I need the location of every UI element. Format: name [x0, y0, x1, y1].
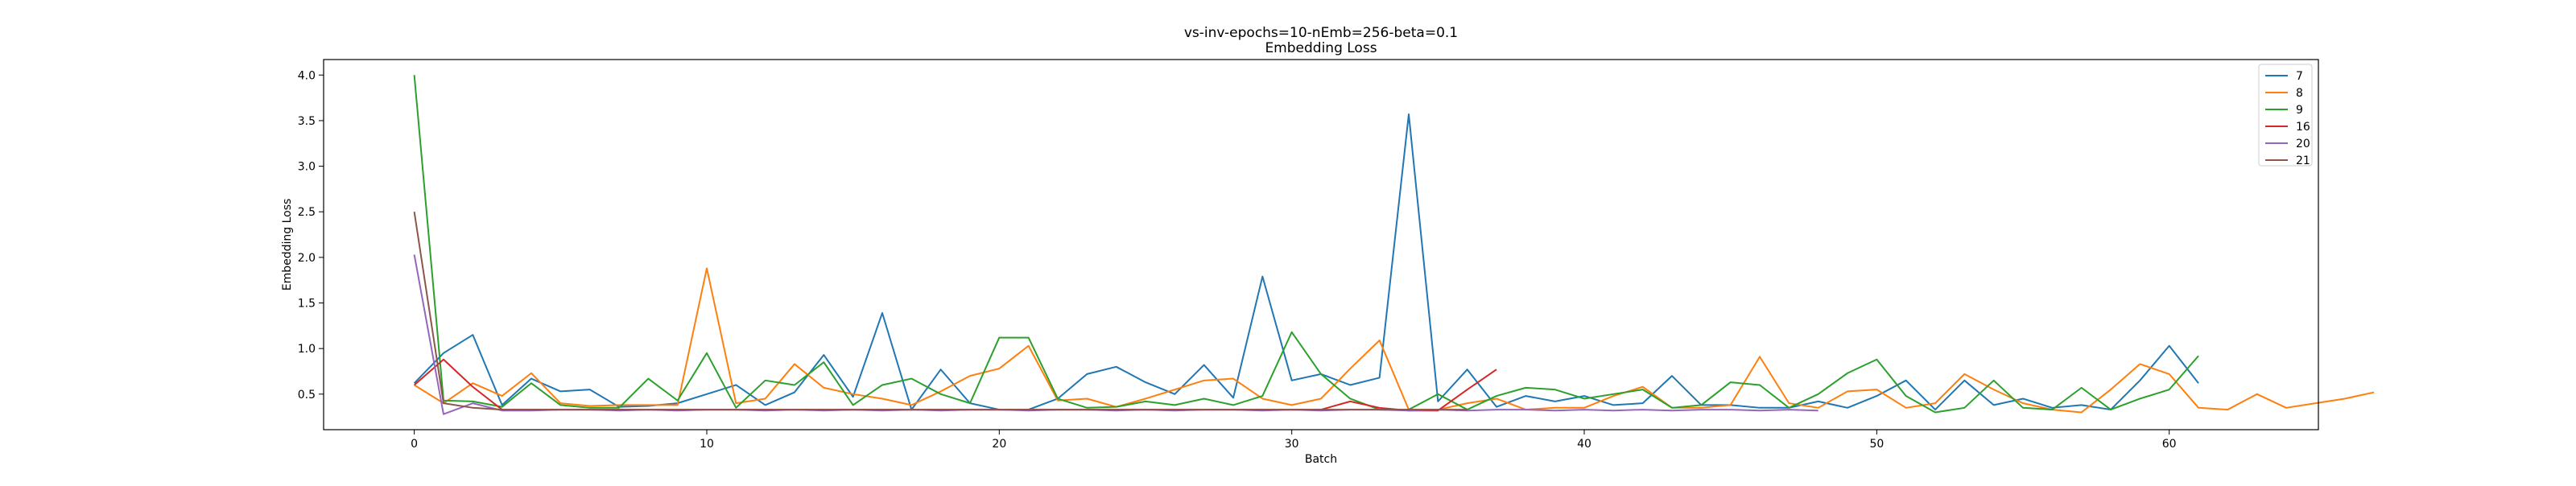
x-tick-label: 10	[700, 438, 714, 451]
x-tick-label: 60	[2162, 438, 2177, 451]
y-tick-label: 2.0	[298, 252, 316, 265]
y-tick-label: 0.5	[298, 389, 316, 402]
series-line-7	[413, 113, 2199, 411]
y-tick-label: 1.5	[298, 298, 316, 311]
y-tick-label: 1.0	[298, 343, 316, 356]
y-tick-label: 3.5	[298, 115, 316, 128]
y-axis-label: Embedding Loss	[281, 199, 294, 291]
x-tick-label: 0	[411, 438, 418, 451]
x-axis-label: Batch	[1305, 453, 1337, 466]
series-line-21	[413, 212, 1468, 411]
y-tick-label: 4.0	[298, 69, 316, 82]
chart-title: vs-inv-epochs=10-nEmb=256-beta=0.1	[1184, 25, 1458, 41]
x-tick-label: 20	[992, 438, 1006, 451]
plot-frame	[323, 59, 2319, 430]
x-tick-label: 30	[1285, 438, 1299, 451]
y-tick-label: 3.0	[298, 161, 316, 174]
legend-frame	[2258, 64, 2313, 167]
x-axis-ticks: 0 10 20 30 40 50 60	[411, 430, 2177, 451]
y-tick-label: 2.5	[298, 206, 316, 219]
chart-subtitle: Embedding Loss	[1265, 40, 1377, 56]
legend-label-20: 20	[2296, 138, 2310, 150]
legend: 7 8 9 16 20 21	[2258, 64, 2313, 167]
y-axis-ticks: 0.5 1.0 1.5 2.0 2.5 3.0 3.5 4.0	[298, 69, 324, 402]
legend-label-7: 7	[2296, 70, 2303, 83]
legend-label-21: 21	[2296, 154, 2310, 167]
legend-label-9: 9	[2296, 104, 2303, 117]
x-tick-label: 40	[1577, 438, 1591, 451]
legend-label-16: 16	[2296, 121, 2310, 134]
legend-label-8: 8	[2296, 87, 2303, 100]
series-layer	[413, 75, 2375, 415]
series-line-9	[413, 75, 2199, 414]
x-tick-label: 50	[1869, 438, 1884, 451]
